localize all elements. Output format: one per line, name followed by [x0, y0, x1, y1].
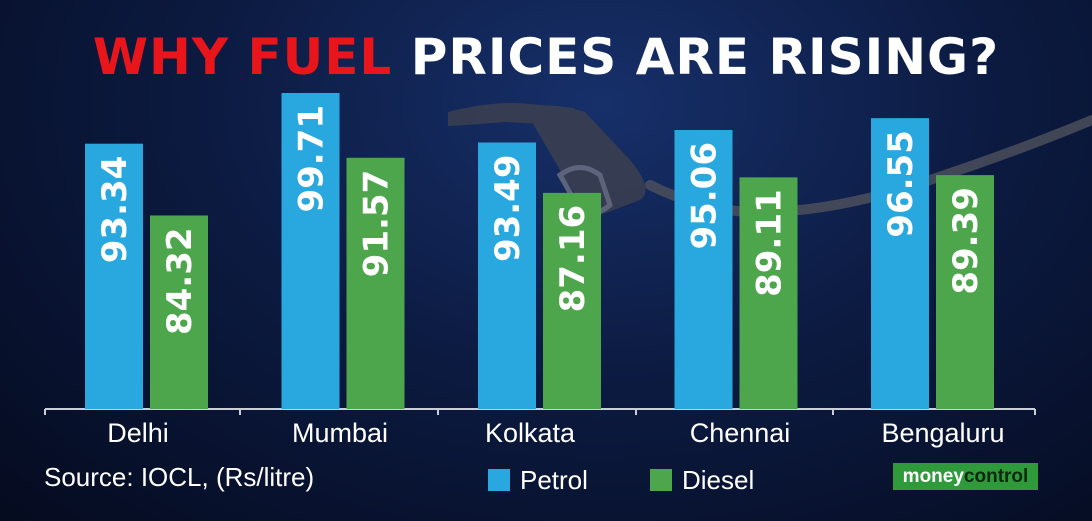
bar-diesel-bengaluru [936, 175, 994, 409]
legend-swatch-petrol [488, 469, 510, 491]
data-label-petrol-chennai: 95.06 [685, 142, 725, 250]
chart-title: WHY FUEL PRICES ARE RISING? [0, 22, 1092, 92]
bar-diesel-chennai [739, 177, 798, 409]
data-label-diesel-bengaluru: 89.39 [946, 187, 986, 295]
moneycontrol-logo: money control [893, 463, 1038, 490]
legend-diesel: Diesel [650, 462, 754, 498]
legend-swatch-diesel [650, 469, 672, 491]
bar-diesel-delhi [150, 215, 208, 409]
legend-label-petrol: Petrol [520, 464, 588, 495]
x-tick-label-bengaluru: Bengaluru [881, 418, 1004, 448]
logo-part-control: control [963, 465, 1029, 487]
bar-diesel-mumbai [346, 157, 405, 409]
x-tick-label-chennai: Chennai [690, 418, 791, 448]
title-rest: PRICES ARE RISING? [410, 28, 1000, 86]
logo-part-money: money [902, 465, 964, 487]
data-label-petrol-kolkata: 93.49 [488, 154, 528, 262]
data-label-diesel-chennai: 89.11 [750, 189, 790, 297]
data-label-petrol-mumbai: 99.71 [292, 105, 332, 213]
bar-petrol-mumbai [281, 93, 340, 409]
legend-petrol: Petrol [488, 462, 588, 498]
bar-petrol-bengaluru [871, 118, 929, 410]
x-tick-label-kolkata: Kolkata [485, 418, 576, 448]
x-tick-label-mumbai: Mumbai [292, 418, 388, 448]
data-label-diesel-kolkata: 87.16 [553, 205, 593, 313]
source-note: Source: IOCL, (Rs/litre) [44, 462, 315, 492]
data-label-diesel-mumbai: 91.57 [357, 170, 397, 278]
bar-petrol-chennai [674, 130, 733, 409]
data-label-petrol-bengaluru: 96.55 [881, 130, 921, 238]
title-highlight: WHY FUEL [92, 28, 393, 86]
data-label-diesel-delhi: 84.32 [160, 227, 200, 335]
bar-petrol-kolkata [478, 142, 536, 409]
legend-label-diesel: Diesel [682, 464, 755, 495]
bar-diesel-kolkata [543, 192, 601, 409]
x-tick-label-delhi: Delhi [107, 418, 169, 448]
bar-petrol-delhi [85, 143, 143, 410]
data-label-petrol-delhi: 93.34 [95, 156, 135, 264]
